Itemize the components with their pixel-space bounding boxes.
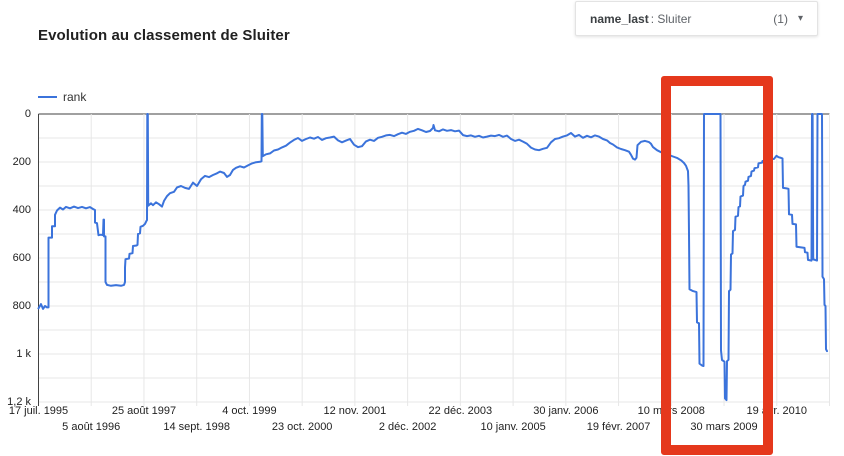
filter-dropdown[interactable]: name_last : Sluiter (1) ▾ [575,1,818,36]
x-axis-label: 17 juil. 1995 [8,405,69,417]
x-axis-label: 19 avr. 2010 [746,405,808,417]
x-axis-label: 5 août 1996 [62,421,121,433]
x-axis-label: 4 oct. 1999 [222,405,277,417]
y-axis-label: 1,2 k [7,396,31,408]
y-axis-label: 400 [12,204,31,216]
rank-series-line [37,113,828,402]
y-axis-label: 0 [24,108,31,120]
x-axis-label: 30 mars 2009 [690,421,758,433]
filter-field-name: name_last [590,11,649,26]
legend-series-label: rank [63,90,87,104]
filter-field-value: : Sluiter [650,11,692,26]
legend-line-swatch [38,96,57,98]
x-axis-label: 23 oct. 2000 [271,421,333,433]
x-axis-label: 10 mars 2008 [637,405,705,417]
filter-count-badge: (1) [773,11,788,26]
y-axis-label: 600 [12,252,31,264]
x-axis-label: 25 août 1997 [111,405,177,417]
caret-down-icon[interactable]: ▾ [797,12,803,24]
y-axis-label: 1 k [16,348,31,360]
x-axis-label: 10 janv. 2005 [480,421,546,433]
x-axis-label: 19 févr. 2007 [586,421,651,433]
chart-title: Evolution au classement de Sluiter [38,27,290,44]
chart-legend: rank [38,90,86,104]
x-axis-label: 30 janv. 2006 [533,405,599,417]
x-axis-label: 22 déc. 2003 [428,405,493,417]
y-axis-label: 200 [12,156,31,168]
x-axis-label: 14 sept. 1998 [163,421,231,433]
x-axis-label: 12 nov. 2001 [323,405,387,417]
y-axis-label: 800 [12,300,31,312]
x-axis-label: 2 déc. 2002 [378,421,437,433]
